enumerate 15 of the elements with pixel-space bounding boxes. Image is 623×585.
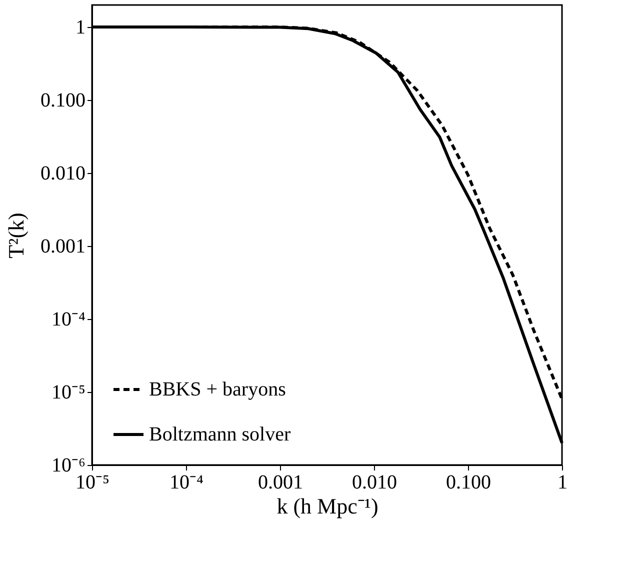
legend-label: BBKS + baryons: [149, 378, 286, 400]
x-tick-label: 0.001: [258, 472, 303, 494]
x-tick-label: 0.100: [446, 472, 491, 494]
y-tick-label: 10⁻⁵: [52, 381, 86, 404]
y-tick-label: 0.001: [40, 235, 86, 258]
x-axis-title: k (h Mpc⁻¹): [276, 494, 378, 518]
x-tick-label: 10⁻⁴: [170, 472, 204, 494]
y-axis-title: T²(k): [4, 212, 28, 258]
x-tick-label: 0.010: [352, 472, 397, 494]
y-tick-label: 0.010: [40, 162, 86, 184]
y-tick-label: 1: [76, 16, 86, 38]
x-tick-label: 1: [558, 472, 568, 494]
y-tick-label: 0.100: [40, 89, 86, 112]
y-tick-label: 10⁻⁴: [52, 308, 86, 330]
legend-label: Boltzmann solver: [149, 424, 291, 446]
